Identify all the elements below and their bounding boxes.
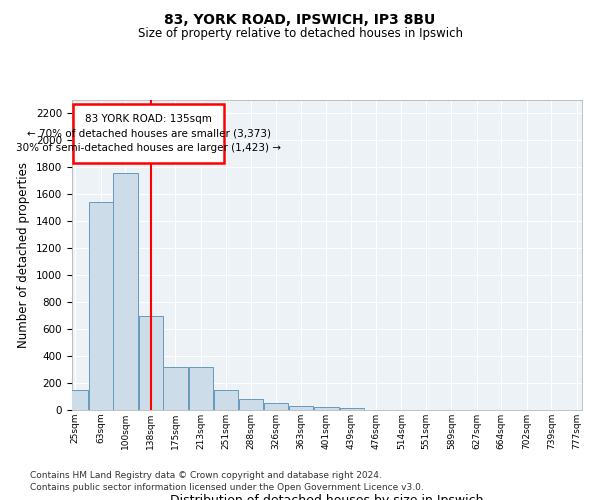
Bar — [289, 406, 313, 410]
Bar — [188, 367, 214, 410]
Text: 83 YORK ROAD: 135sqm: 83 YORK ROAD: 135sqm — [85, 114, 212, 124]
Bar — [340, 408, 364, 410]
Bar — [214, 390, 238, 410]
Y-axis label: Number of detached properties: Number of detached properties — [17, 162, 31, 348]
Text: ← 70% of detached houses are smaller (3,373): ← 70% of detached houses are smaller (3,… — [26, 128, 271, 138]
FancyBboxPatch shape — [73, 104, 224, 162]
Bar — [239, 399, 263, 410]
Bar — [139, 316, 163, 410]
X-axis label: Distribution of detached houses by size in Ipswich: Distribution of detached houses by size … — [170, 494, 484, 500]
Bar — [64, 390, 88, 410]
Text: Contains public sector information licensed under the Open Government Licence v3: Contains public sector information licen… — [30, 484, 424, 492]
Text: Contains HM Land Registry data © Crown copyright and database right 2024.: Contains HM Land Registry data © Crown c… — [30, 471, 382, 480]
Bar — [163, 367, 188, 410]
Bar — [314, 408, 338, 410]
Text: Size of property relative to detached houses in Ipswich: Size of property relative to detached ho… — [137, 28, 463, 40]
Bar — [89, 202, 113, 410]
Bar — [265, 402, 289, 410]
Text: 83, YORK ROAD, IPSWICH, IP3 8BU: 83, YORK ROAD, IPSWICH, IP3 8BU — [164, 12, 436, 26]
Bar — [113, 173, 138, 410]
Text: 30% of semi-detached houses are larger (1,423) →: 30% of semi-detached houses are larger (… — [16, 143, 281, 153]
